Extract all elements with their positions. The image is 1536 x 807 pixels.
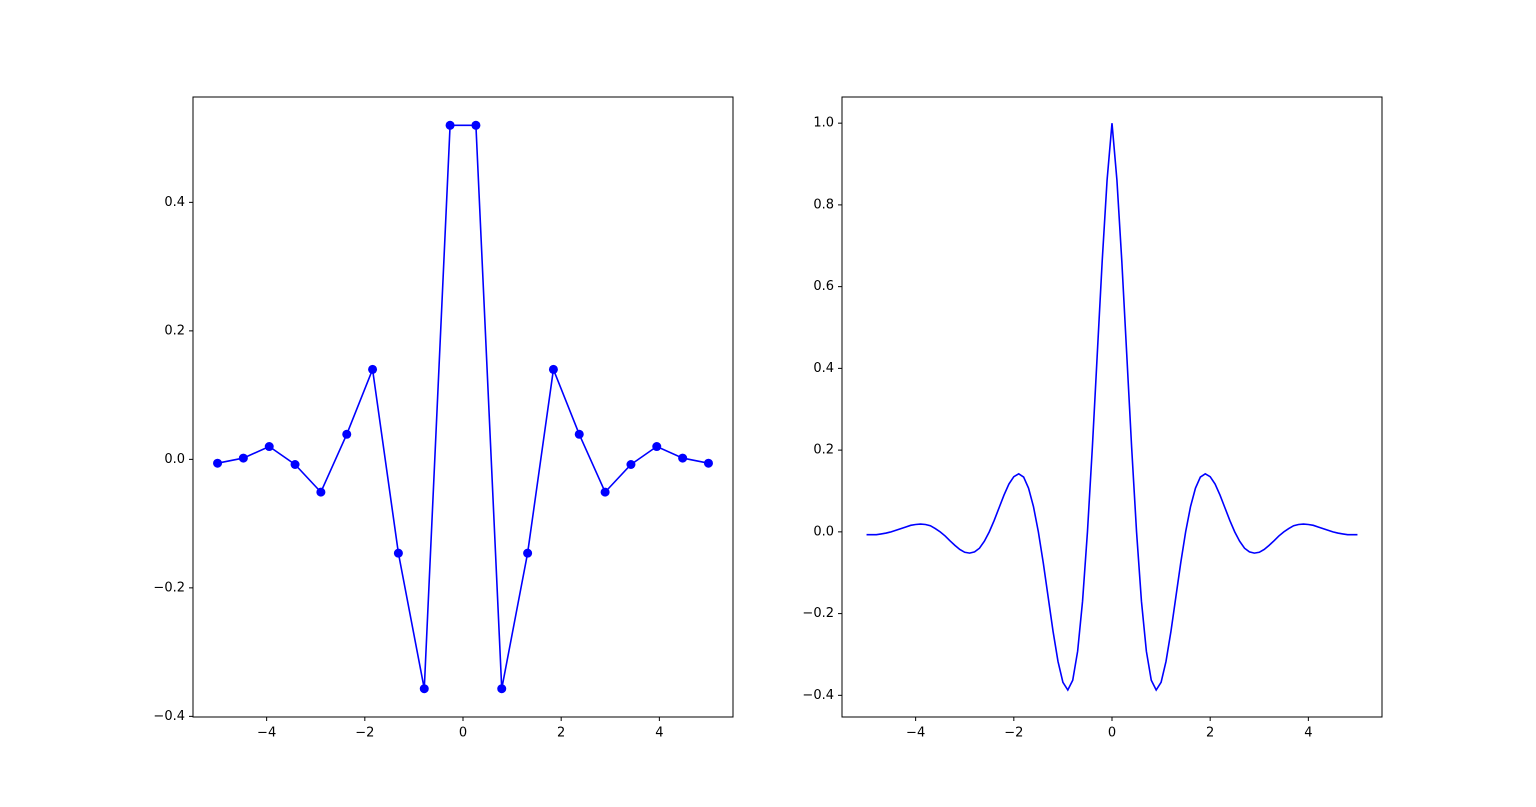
y-tick-label: 0.6 — [813, 279, 834, 294]
point — [652, 442, 662, 452]
x-tick-label: 2 — [557, 726, 565, 741]
point — [497, 684, 507, 694]
x-tick-label: 4 — [655, 726, 663, 741]
y-tick-label: 0.4 — [164, 195, 185, 210]
point — [600, 487, 610, 497]
point — [548, 364, 558, 374]
point — [678, 453, 688, 463]
point — [419, 684, 429, 694]
y-tick-label: 0.0 — [813, 524, 834, 539]
point — [393, 548, 403, 558]
y-tick-label: −0.2 — [153, 580, 185, 595]
y-tick-label: 0.2 — [164, 323, 185, 338]
axes-frame — [192, 96, 734, 718]
series-line — [217, 124, 709, 689]
x-tick-label: −4 — [906, 726, 925, 741]
point — [471, 120, 481, 130]
y-tick-label: −0.2 — [802, 606, 834, 621]
point — [626, 460, 636, 470]
y-tick-label: 0.4 — [813, 361, 834, 376]
point — [703, 458, 713, 468]
y-tick-label: 0.8 — [813, 197, 834, 212]
point — [523, 548, 533, 558]
point — [574, 429, 584, 439]
x-tick-label: 4 — [1304, 726, 1312, 741]
x-tick-label: −2 — [355, 726, 374, 741]
y-tick-label: 0.2 — [813, 443, 834, 458]
axes-frame — [841, 96, 1383, 718]
point — [264, 442, 274, 452]
point — [445, 120, 455, 130]
x-tick-label: −2 — [1004, 726, 1023, 741]
point — [368, 364, 378, 374]
y-tick-label: −0.4 — [153, 709, 185, 724]
series-line — [866, 123, 1358, 692]
x-tick-label: −4 — [257, 726, 276, 741]
point — [290, 460, 300, 470]
point — [213, 458, 223, 468]
y-tick-label: −0.4 — [802, 688, 834, 703]
point — [342, 429, 352, 439]
x-tick-label: 0 — [459, 726, 467, 741]
x-tick-label: 0 — [1108, 726, 1116, 741]
y-tick-label: 0.0 — [164, 452, 185, 467]
point — [316, 487, 326, 497]
y-tick-label: 1.0 — [813, 116, 834, 131]
x-tick-label: 2 — [1206, 726, 1214, 741]
point — [238, 453, 248, 463]
